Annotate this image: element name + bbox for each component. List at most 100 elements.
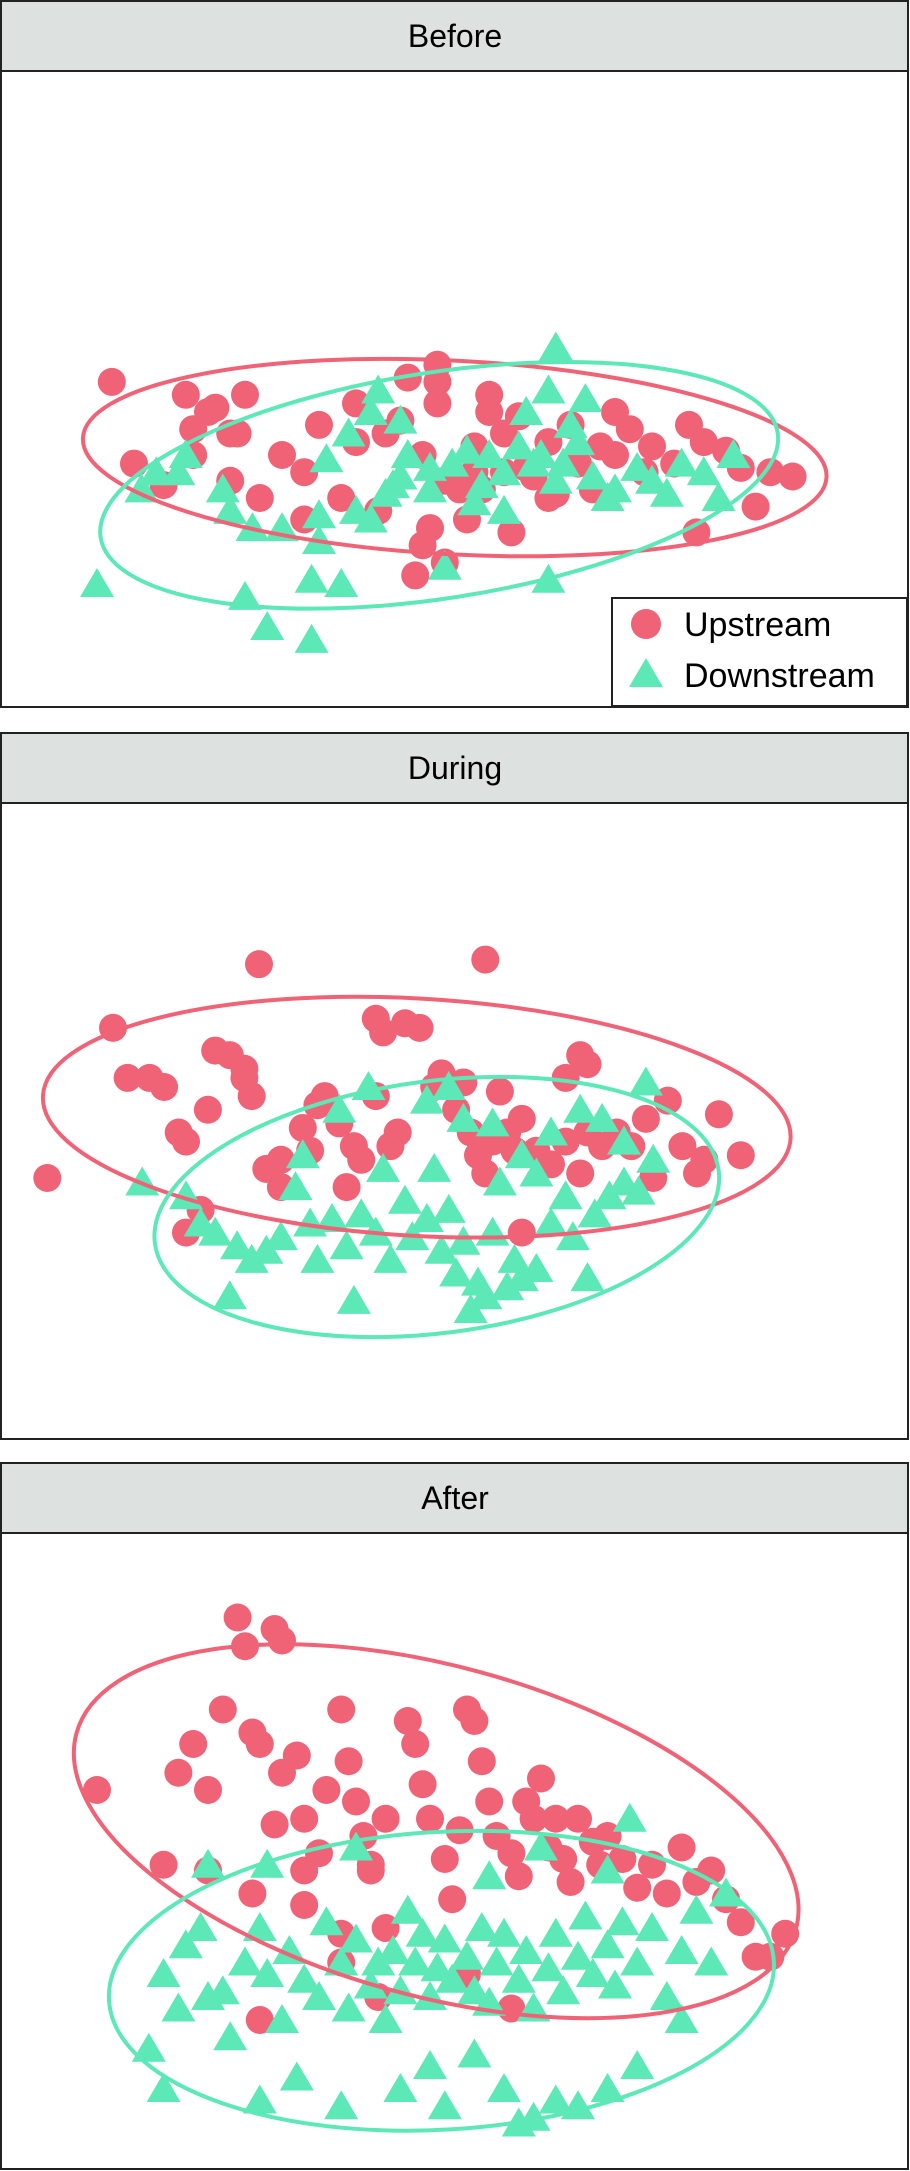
after-upstream-point-29 [438, 1885, 467, 1914]
before-downstream-point-8 [161, 456, 196, 486]
after-downstream-point-36 [501, 1963, 536, 1993]
during-upstream-point-39 [507, 1104, 536, 1133]
after-downstream-point-67 [538, 2084, 573, 2114]
during-upstream-point-27 [383, 1118, 412, 1147]
before-upstream-point-1 [171, 380, 200, 409]
before-downstream-point-28 [524, 439, 558, 468]
before-downstream-point-24 [472, 439, 507, 468]
before-upstream-point-57 [245, 484, 274, 512]
after-upstream-point-64 [238, 1879, 267, 1908]
during-downstream-point-48 [475, 1107, 510, 1137]
after-downstream-point-50 [649, 1981, 684, 2010]
strip-label-before: Before [408, 18, 502, 54]
after-upstream-point-43 [549, 1845, 578, 1873]
during-downstream-point-32 [548, 1180, 583, 1210]
after-downstream-point-63 [457, 2038, 492, 2068]
during-upstream-point-22 [332, 1173, 361, 1202]
after-downstream-point-5 [205, 1975, 240, 2005]
before-downstream-point-35 [620, 451, 655, 481]
legend-downstream-marker [629, 658, 663, 687]
during-downstream-point-51 [563, 1093, 598, 1123]
after-downstream-point-12 [287, 1963, 322, 1993]
after-downstream-point-66 [516, 2101, 551, 2131]
after-upstream-point-42 [541, 1804, 570, 1833]
during-upstream-point-24 [347, 1145, 376, 1174]
before-downstream-point-57 [538, 331, 573, 361]
after-downstream-point-64 [487, 2073, 521, 2102]
after-downstream-point-48 [620, 1946, 655, 1976]
before-downstream-point-31 [561, 426, 595, 456]
during-downstream-point-35 [577, 1198, 612, 1228]
during-downstream-point-58 [607, 1125, 641, 1155]
after-downstream-point-61 [413, 2050, 447, 2079]
after-downstream-point-29 [435, 1963, 470, 1993]
after-upstream-point-3 [179, 1730, 208, 1758]
during-downstream-point-52 [585, 1102, 620, 1132]
before-upstream-point-48 [741, 492, 770, 521]
before-downstream-point-48 [331, 417, 366, 447]
after-downstream-point-69 [590, 2073, 625, 2102]
after-downstream-point-52 [679, 1894, 714, 1924]
during-downstream-point-30 [519, 1253, 554, 1282]
legend-downstream-label: Downstream [684, 657, 875, 695]
after-upstream-point-19 [334, 1747, 363, 1776]
after-downstream-point-71 [664, 2004, 699, 2033]
before-upstream-point-26 [475, 398, 504, 426]
during-upstream-point-4 [150, 1073, 179, 1101]
during-downstream-point-47 [446, 1102, 481, 1132]
during-downstream-point-19 [424, 1234, 459, 1264]
before-downstream-point-26 [501, 430, 536, 460]
after-downstream-point-58 [279, 2061, 314, 2091]
before-downstream-point-46 [353, 396, 388, 425]
after-upstream-point-9 [268, 1626, 296, 1655]
after-upstream-point-6 [223, 1603, 252, 1632]
before-downstream-point-10 [213, 494, 248, 524]
after-downstream-point-17 [339, 1923, 373, 1953]
during-downstream-point-34 [570, 1262, 605, 1292]
before-upstream-point-3 [231, 380, 259, 409]
before-upstream-point-7 [120, 449, 148, 478]
before-upstream-point-38 [615, 415, 644, 444]
before-upstream-point-46 [756, 458, 785, 487]
before-upstream-point-12 [305, 410, 333, 439]
before-downstream-point-42 [509, 396, 544, 425]
after-upstream-point-27 [416, 1804, 444, 1833]
after-downstream-point-35 [487, 1917, 521, 1947]
during-upstream-point-13 [237, 1082, 266, 1111]
after-downstream-point-59 [324, 2090, 359, 2120]
during-upstream-point-65 [507, 1218, 536, 1247]
during-upstream-point-29 [405, 1013, 434, 1042]
before-downstream-point-30 [546, 447, 581, 477]
during-upstream-point-60 [485, 1077, 514, 1106]
after-downstream-point-2 [168, 1929, 203, 1959]
after-downstream-point-25 [405, 1917, 440, 1947]
after-upstream-point-65 [290, 1891, 319, 1919]
during-downstream-point-55 [366, 1152, 401, 1182]
after-upstream-point-4 [194, 1776, 222, 1804]
before-downstream-point-25 [487, 456, 521, 486]
during-downstream-point-14 [358, 1216, 393, 1246]
after-downstream-point-0 [146, 1958, 181, 1987]
before-downstream-point-36 [635, 464, 669, 494]
during-downstream-point-21 [439, 1257, 474, 1287]
strip-before [0, 0, 909, 72]
after-upstream-point-32 [460, 1707, 489, 1735]
after-downstream-point-30 [450, 1940, 484, 1970]
after-upstream-point-52 [652, 1879, 681, 1908]
before-upstream-point-19 [423, 367, 452, 396]
after-downstream-point-41 [546, 1975, 581, 2005]
before-upstream-point-10 [223, 419, 252, 448]
after-upstream-point-37 [504, 1862, 533, 1891]
after-downstream-point-27 [420, 1952, 455, 1982]
after-downstream-point-22 [383, 1975, 418, 2005]
after-downstream-point-49 [635, 1912, 669, 1941]
after-upstream-point-20 [342, 1787, 370, 1816]
after-upstream-point-53 [667, 1833, 696, 1862]
after-upstream-point-33 [467, 1747, 496, 1776]
after-upstream-point-26 [408, 1770, 437, 1799]
before-downstream-point-56 [139, 456, 174, 486]
after-downstream-point-57 [242, 2084, 277, 2114]
during-downstream-point-5 [234, 1243, 269, 1273]
after-upstream-point-12 [260, 1810, 289, 1839]
during-downstream-point-20 [431, 1193, 466, 1223]
